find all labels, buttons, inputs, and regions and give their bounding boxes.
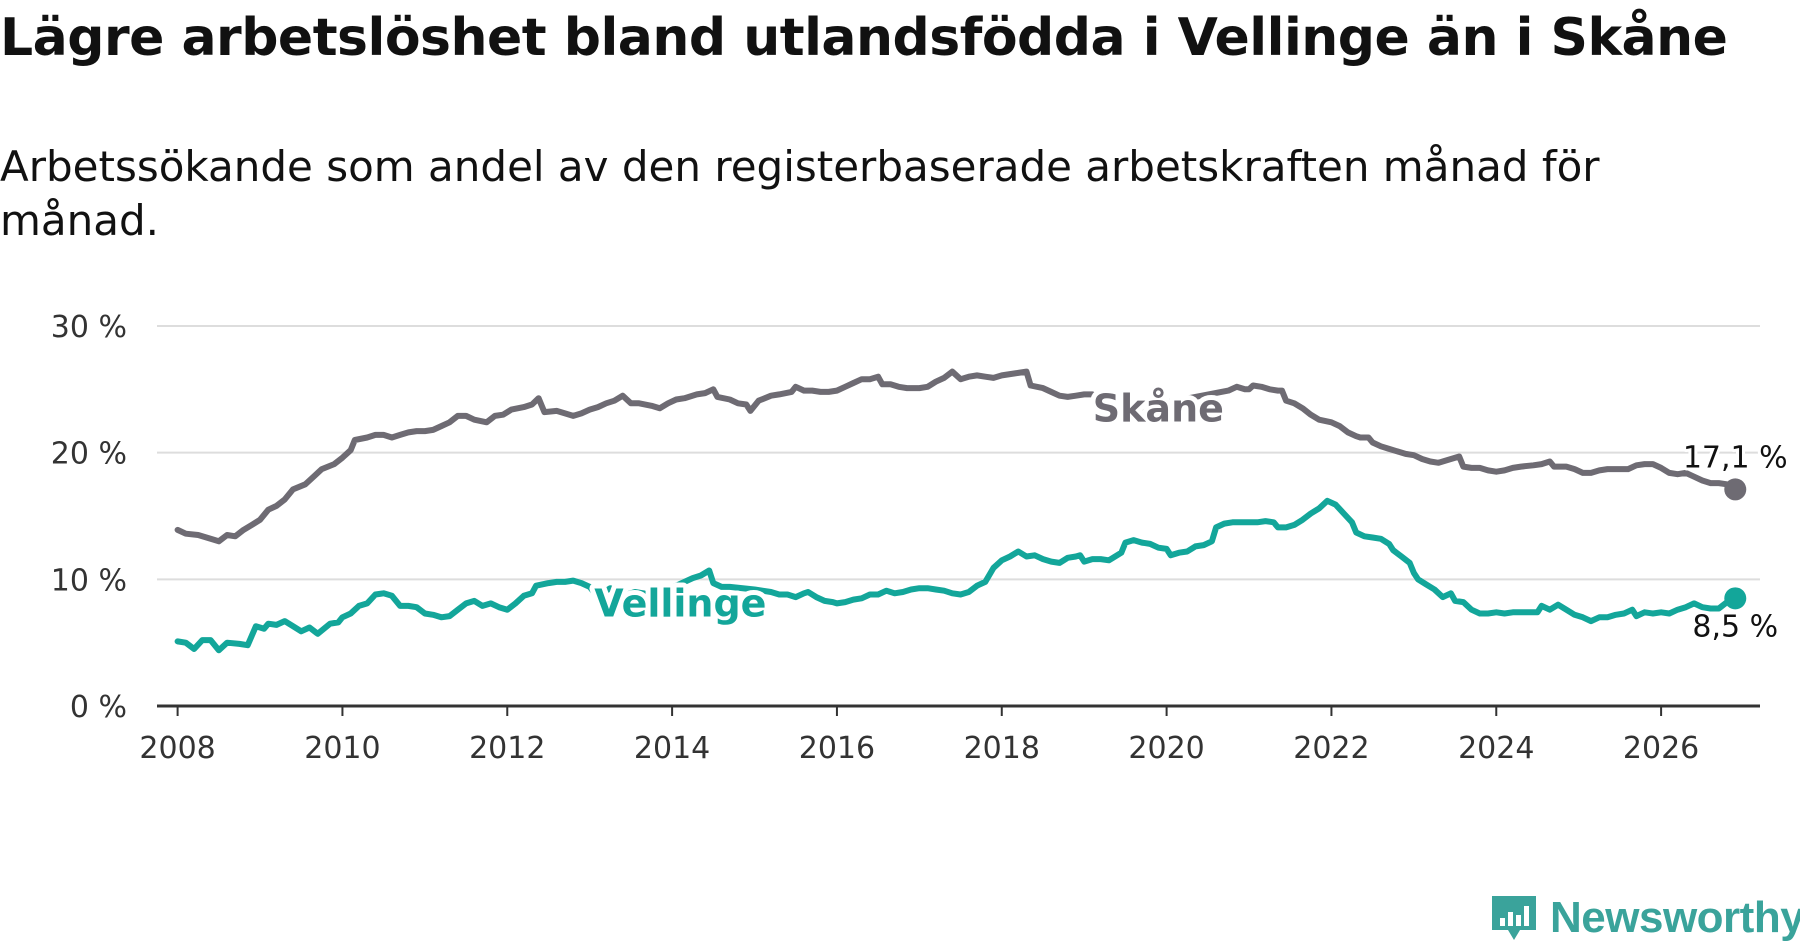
- x-tick-label: 2022: [1293, 731, 1369, 766]
- end-value-label-sk-ne: 17,1 %: [1683, 440, 1788, 475]
- series-label-sk-ne: Skåne: [1093, 386, 1224, 430]
- x-tick-label: 2026: [1623, 731, 1699, 766]
- gridlines: [157, 325, 1760, 581]
- end-point-vellinge: [1724, 587, 1747, 610]
- x-tick-label: 2016: [799, 731, 875, 766]
- brand-name: Newsworthy: [1550, 893, 1800, 942]
- series-lines: [174, 368, 1739, 654]
- y-tick-label: 30 %: [51, 310, 127, 345]
- y-tick-label: 20 %: [51, 437, 127, 472]
- x-tick-label: 2018: [964, 731, 1040, 766]
- x-tick-label: 2014: [634, 731, 710, 766]
- series-line-sk-ne: [174, 368, 1739, 545]
- brand-logo: Newsworthy: [1490, 888, 1800, 948]
- end-markers: 17,1 % 8,5 %: [1680, 437, 1791, 647]
- x-tick-label: 2020: [1128, 731, 1204, 766]
- series-line-vellinge: [174, 497, 1739, 654]
- x-tick-label: 2012: [469, 731, 545, 766]
- chart-subtitle: Arbetssökande som andel av den registerb…: [0, 142, 1600, 245]
- y-tick-label: 0 %: [70, 690, 127, 725]
- series-labels: Skåne Vellinge: [589, 381, 1229, 630]
- y-axis-tick-labels: 0 % 10 % 20 % 30 %: [51, 310, 127, 725]
- chart-title: Lägre arbetslöshet bland utlandsfödda i …: [0, 8, 1728, 68]
- series-label-vellinge: Vellinge: [594, 581, 766, 625]
- end-point-sk-ne: [1724, 478, 1747, 501]
- x-tick-label: 2024: [1458, 731, 1534, 766]
- x-tick-label: 2010: [304, 731, 380, 766]
- y-tick-label: 10 %: [51, 563, 127, 598]
- x-tick-label: 2008: [139, 731, 215, 766]
- newsworthy-logo-icon: [1492, 896, 1536, 940]
- x-axis-ticks: 2008 2010 2012 2014 2016 2018 2020 2022 2024 2026: [139, 706, 1699, 766]
- end-value-label-vellinge: 8,5 %: [1692, 609, 1778, 644]
